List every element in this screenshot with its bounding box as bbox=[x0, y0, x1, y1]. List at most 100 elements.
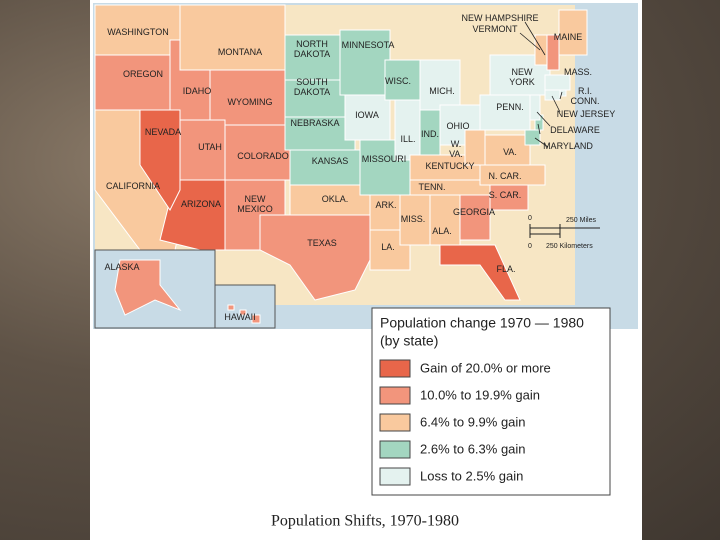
state-label: HAWAII bbox=[224, 312, 255, 322]
state-label-line: OHIO bbox=[446, 121, 469, 131]
state-shape bbox=[227, 304, 261, 324]
state-label: VERMONT bbox=[473, 24, 519, 34]
state-label-line: UTAH bbox=[198, 142, 222, 152]
state-label: S. CAR. bbox=[489, 190, 522, 200]
state-label-line: R.I. bbox=[578, 86, 592, 96]
legend-label: 2.6% to 6.3% gain bbox=[420, 441, 526, 456]
state-label: MASS. bbox=[564, 67, 592, 77]
state-shape bbox=[524, 129, 541, 146]
state-label-line: ALASKA bbox=[104, 262, 139, 272]
state-label: NEW JERSEY bbox=[557, 109, 616, 119]
state-label: ARK. bbox=[375, 200, 396, 210]
state-label-line: WYOMING bbox=[228, 97, 273, 107]
state-label-line: DAKOTA bbox=[294, 87, 330, 97]
state-label: NEVADA bbox=[145, 127, 181, 137]
scale-label: 250 Kilometers bbox=[546, 243, 593, 250]
state-label: KENTUCKY bbox=[425, 161, 474, 171]
state-label-line: ILL. bbox=[400, 134, 415, 144]
state-label: N. CAR. bbox=[488, 171, 521, 181]
state-label: MONTANA bbox=[218, 47, 262, 57]
state-shape bbox=[544, 89, 561, 101]
state-label-line: WASHINGTON bbox=[107, 27, 169, 37]
state-shape bbox=[94, 54, 171, 111]
state-label: WASHINGTON bbox=[107, 27, 169, 37]
state-label-line: VERMONT bbox=[473, 24, 519, 34]
state-label-line: TEXAS bbox=[307, 238, 337, 248]
state-label: MICH. bbox=[429, 86, 455, 96]
state-label: MAINE bbox=[554, 32, 583, 42]
state-label-line: CALIFORNIA bbox=[106, 181, 160, 191]
state-label: VA. bbox=[503, 147, 517, 157]
state-label: KANSAS bbox=[312, 156, 349, 166]
state-label-line: MICH. bbox=[429, 86, 455, 96]
state-label-line: S. CAR. bbox=[489, 190, 522, 200]
state-label-line: W. bbox=[451, 139, 462, 149]
state-label-line: IND. bbox=[421, 129, 439, 139]
state-shape bbox=[429, 194, 461, 246]
legend-swatch bbox=[379, 440, 411, 459]
state-label-line: NEW bbox=[245, 194, 267, 204]
legend-items: Gain of 20.0% or more 10.0% to 19.9% gain… bbox=[379, 359, 551, 486]
state-label: OREGON bbox=[123, 69, 163, 79]
state-label: CONN. bbox=[571, 96, 600, 106]
inset-states bbox=[114, 259, 261, 324]
state-label-line: MAINE bbox=[554, 32, 583, 42]
state-label: ALASKA bbox=[104, 262, 139, 272]
legend-title: Population change 1970 — 1980 bbox=[380, 315, 584, 331]
state-label-line: MINNESOTA bbox=[342, 40, 395, 50]
state-label-line: DAKOTA bbox=[294, 49, 330, 59]
state-label: GEORGIA bbox=[453, 207, 495, 217]
legend-label: Gain of 20.0% or more bbox=[420, 360, 551, 375]
state-label-line: KANSAS bbox=[312, 156, 349, 166]
state-label-line: NEW bbox=[512, 67, 534, 77]
state-label: FLA. bbox=[496, 264, 515, 274]
state-label: ALA. bbox=[432, 226, 452, 236]
state-label: ILL. bbox=[400, 134, 415, 144]
state-label-line: MEXICO bbox=[237, 204, 273, 214]
state-label: COLORADO bbox=[237, 151, 289, 161]
state-label-line: TENN. bbox=[419, 182, 446, 192]
state-label-line: YORK bbox=[509, 77, 535, 87]
state-label-line: COLORADO bbox=[237, 151, 289, 161]
state-label-line: VA. bbox=[503, 147, 517, 157]
state-labels: WASHINGTON OREGON CALIFORNIA IDAHO MONTANA WY… bbox=[104, 13, 615, 322]
state-shape bbox=[558, 9, 588, 56]
state-label-line: LA. bbox=[381, 242, 395, 252]
state-label: DELAWARE bbox=[550, 125, 600, 135]
state-shape bbox=[419, 59, 461, 111]
state-label-line: KENTUCKY bbox=[425, 161, 474, 171]
state-label-line: NEW HAMPSHIRE bbox=[461, 13, 538, 23]
state-label: NEBRASKA bbox=[290, 118, 339, 128]
leader-lines bbox=[519, 21, 563, 148]
state-shape bbox=[534, 34, 548, 66]
scale-bar bbox=[529, 224, 600, 238]
state-label: TENN. bbox=[419, 182, 446, 192]
state-label: W. VA. bbox=[449, 139, 463, 159]
state-label-line: IOWA bbox=[355, 110, 379, 120]
state-label-line: NEW JERSEY bbox=[557, 109, 616, 119]
state-label: CALIFORNIA bbox=[106, 181, 160, 191]
state-label-line: OREGON bbox=[123, 69, 163, 79]
state-shape bbox=[544, 74, 571, 91]
state-label-line: WISC. bbox=[385, 76, 411, 86]
state-label-line: ARK. bbox=[375, 200, 396, 210]
state-shape bbox=[179, 4, 286, 71]
state-label: MISSOURI bbox=[362, 154, 407, 164]
state-label-line: MONTANA bbox=[218, 47, 262, 57]
legend-swatch bbox=[379, 359, 411, 378]
state-label: WYOMING bbox=[228, 97, 273, 107]
state-label-line: MISSOURI bbox=[362, 154, 407, 164]
state-label: UTAH bbox=[198, 142, 222, 152]
state-label: IND. bbox=[421, 129, 439, 139]
state-label: IDAHO bbox=[183, 86, 212, 96]
state-label-line: N. CAR. bbox=[488, 171, 521, 181]
state-shape bbox=[439, 244, 521, 301]
scale-label: 0 bbox=[528, 215, 532, 222]
scale-label: 0 bbox=[528, 243, 532, 250]
state-label: OHIO bbox=[446, 121, 469, 131]
state-label-line: ARIZONA bbox=[181, 199, 221, 209]
state-label-line: OKLA. bbox=[322, 194, 349, 204]
state-label: MINNESOTA bbox=[342, 40, 395, 50]
